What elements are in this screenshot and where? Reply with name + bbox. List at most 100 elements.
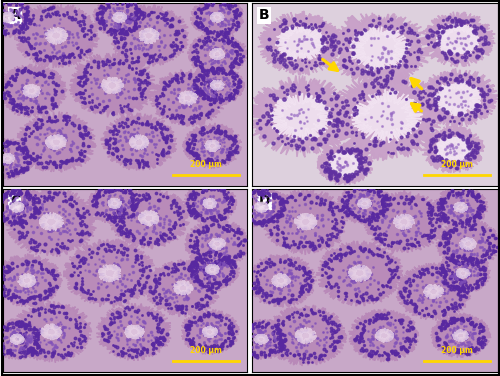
- Polygon shape: [454, 202, 468, 212]
- Polygon shape: [460, 238, 476, 250]
- Polygon shape: [178, 91, 198, 106]
- Polygon shape: [187, 32, 248, 76]
- Text: D: D: [259, 194, 270, 208]
- Polygon shape: [108, 5, 188, 66]
- Polygon shape: [456, 268, 470, 279]
- Polygon shape: [375, 328, 394, 342]
- Polygon shape: [328, 13, 430, 86]
- Polygon shape: [139, 28, 159, 44]
- Polygon shape: [210, 48, 225, 60]
- Polygon shape: [396, 263, 471, 320]
- Polygon shape: [22, 84, 41, 98]
- Polygon shape: [46, 134, 66, 150]
- Polygon shape: [182, 309, 240, 355]
- Polygon shape: [92, 0, 146, 38]
- Polygon shape: [182, 123, 242, 168]
- Polygon shape: [10, 301, 92, 363]
- Polygon shape: [234, 186, 288, 227]
- Polygon shape: [246, 76, 352, 157]
- Polygon shape: [0, 153, 14, 164]
- Polygon shape: [0, 64, 68, 117]
- Polygon shape: [69, 52, 156, 117]
- Polygon shape: [430, 313, 490, 358]
- Polygon shape: [108, 198, 122, 209]
- Polygon shape: [10, 334, 24, 345]
- Polygon shape: [393, 214, 415, 230]
- Polygon shape: [112, 12, 127, 23]
- Polygon shape: [210, 80, 224, 91]
- Polygon shape: [362, 191, 446, 252]
- Polygon shape: [317, 143, 373, 185]
- Polygon shape: [18, 273, 36, 288]
- Polygon shape: [436, 219, 500, 268]
- Polygon shape: [452, 329, 468, 341]
- Polygon shape: [418, 68, 498, 127]
- Polygon shape: [294, 213, 317, 230]
- Polygon shape: [185, 249, 240, 290]
- Polygon shape: [96, 303, 171, 361]
- Polygon shape: [0, 0, 35, 38]
- Polygon shape: [0, 12, 14, 23]
- Polygon shape: [39, 212, 64, 231]
- Polygon shape: [268, 93, 332, 140]
- Polygon shape: [254, 334, 268, 344]
- Polygon shape: [202, 326, 218, 338]
- Polygon shape: [348, 309, 419, 362]
- Polygon shape: [434, 80, 482, 116]
- Polygon shape: [210, 12, 224, 23]
- Text: 200 μm: 200 μm: [190, 160, 222, 169]
- Polygon shape: [0, 187, 44, 227]
- Polygon shape: [184, 220, 250, 269]
- Text: A: A: [10, 8, 20, 22]
- Polygon shape: [422, 126, 485, 173]
- Polygon shape: [262, 189, 349, 255]
- Text: 200 μm: 200 μm: [441, 346, 473, 355]
- Polygon shape: [174, 280, 193, 295]
- Polygon shape: [98, 264, 121, 282]
- Polygon shape: [358, 198, 372, 209]
- Polygon shape: [348, 265, 372, 282]
- Polygon shape: [246, 254, 317, 307]
- Polygon shape: [254, 202, 268, 212]
- Polygon shape: [108, 187, 190, 249]
- Polygon shape: [422, 12, 495, 67]
- Polygon shape: [436, 253, 490, 293]
- Text: 200 μm: 200 μm: [441, 160, 473, 169]
- Polygon shape: [258, 11, 344, 75]
- Polygon shape: [14, 3, 99, 68]
- Polygon shape: [208, 238, 226, 250]
- Polygon shape: [204, 140, 220, 152]
- Polygon shape: [63, 239, 156, 308]
- Polygon shape: [100, 113, 176, 170]
- Polygon shape: [129, 135, 149, 150]
- Polygon shape: [328, 152, 361, 177]
- Polygon shape: [150, 70, 226, 126]
- Polygon shape: [205, 264, 220, 275]
- Polygon shape: [124, 324, 144, 339]
- Polygon shape: [272, 273, 290, 288]
- Text: 200 μm: 200 μm: [190, 346, 222, 355]
- Polygon shape: [351, 89, 423, 143]
- Polygon shape: [433, 186, 488, 227]
- Text: C: C: [10, 194, 20, 208]
- Polygon shape: [10, 202, 24, 212]
- Polygon shape: [184, 183, 237, 224]
- Polygon shape: [0, 254, 62, 307]
- Polygon shape: [436, 23, 480, 56]
- Polygon shape: [16, 112, 96, 172]
- Polygon shape: [190, 0, 244, 38]
- Polygon shape: [190, 65, 244, 105]
- Text: B: B: [259, 8, 270, 22]
- Polygon shape: [434, 136, 472, 164]
- Polygon shape: [337, 183, 392, 224]
- Polygon shape: [101, 77, 124, 94]
- Polygon shape: [45, 27, 68, 44]
- Polygon shape: [5, 187, 98, 256]
- Polygon shape: [275, 25, 326, 62]
- Polygon shape: [202, 198, 217, 209]
- Polygon shape: [234, 319, 288, 359]
- Polygon shape: [40, 324, 62, 340]
- Polygon shape: [264, 305, 347, 366]
- Polygon shape: [0, 319, 44, 360]
- Polygon shape: [424, 284, 444, 299]
